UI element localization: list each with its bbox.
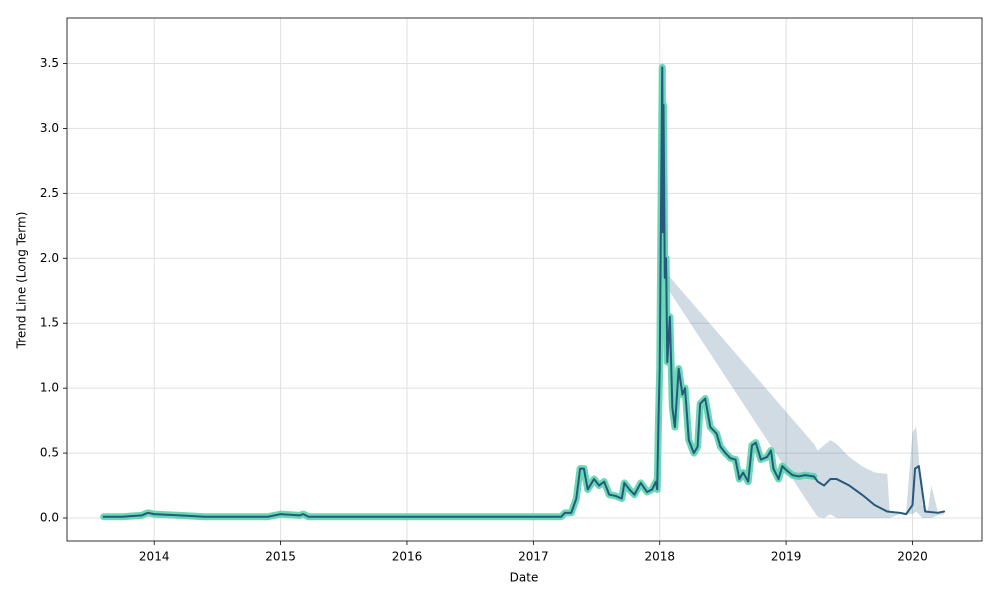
x-tick-label: 2018 — [644, 550, 675, 564]
y-axis-label: Trend Line (Long Term) — [15, 212, 29, 350]
y-tick-label: 0.0 — [40, 511, 59, 525]
y-tick-label: 3.0 — [40, 121, 59, 135]
x-tick-label: 2017 — [518, 550, 549, 564]
y-tick-label: 1.0 — [40, 381, 59, 395]
x-tick-label: 2020 — [897, 550, 928, 564]
x-tick-label: 2015 — [265, 550, 296, 564]
y-tick-label: 2.5 — [40, 186, 59, 200]
plot-frame — [66, 17, 983, 542]
x-axis-label: Date — [510, 571, 539, 585]
uncertainty-band — [659, 43, 945, 519]
x-tick-label: 2019 — [771, 550, 802, 564]
series-line — [100, 63, 818, 521]
y-tick-label: 2.0 — [40, 251, 59, 265]
y-tick-label: 0.5 — [40, 446, 59, 460]
y-tick-label: 1.5 — [40, 316, 59, 330]
y-tick-label: 3.5 — [40, 56, 59, 70]
series-line — [102, 66, 946, 518]
x-tick-label: 2014 — [139, 550, 170, 564]
x-tick-label: 2016 — [392, 550, 423, 564]
